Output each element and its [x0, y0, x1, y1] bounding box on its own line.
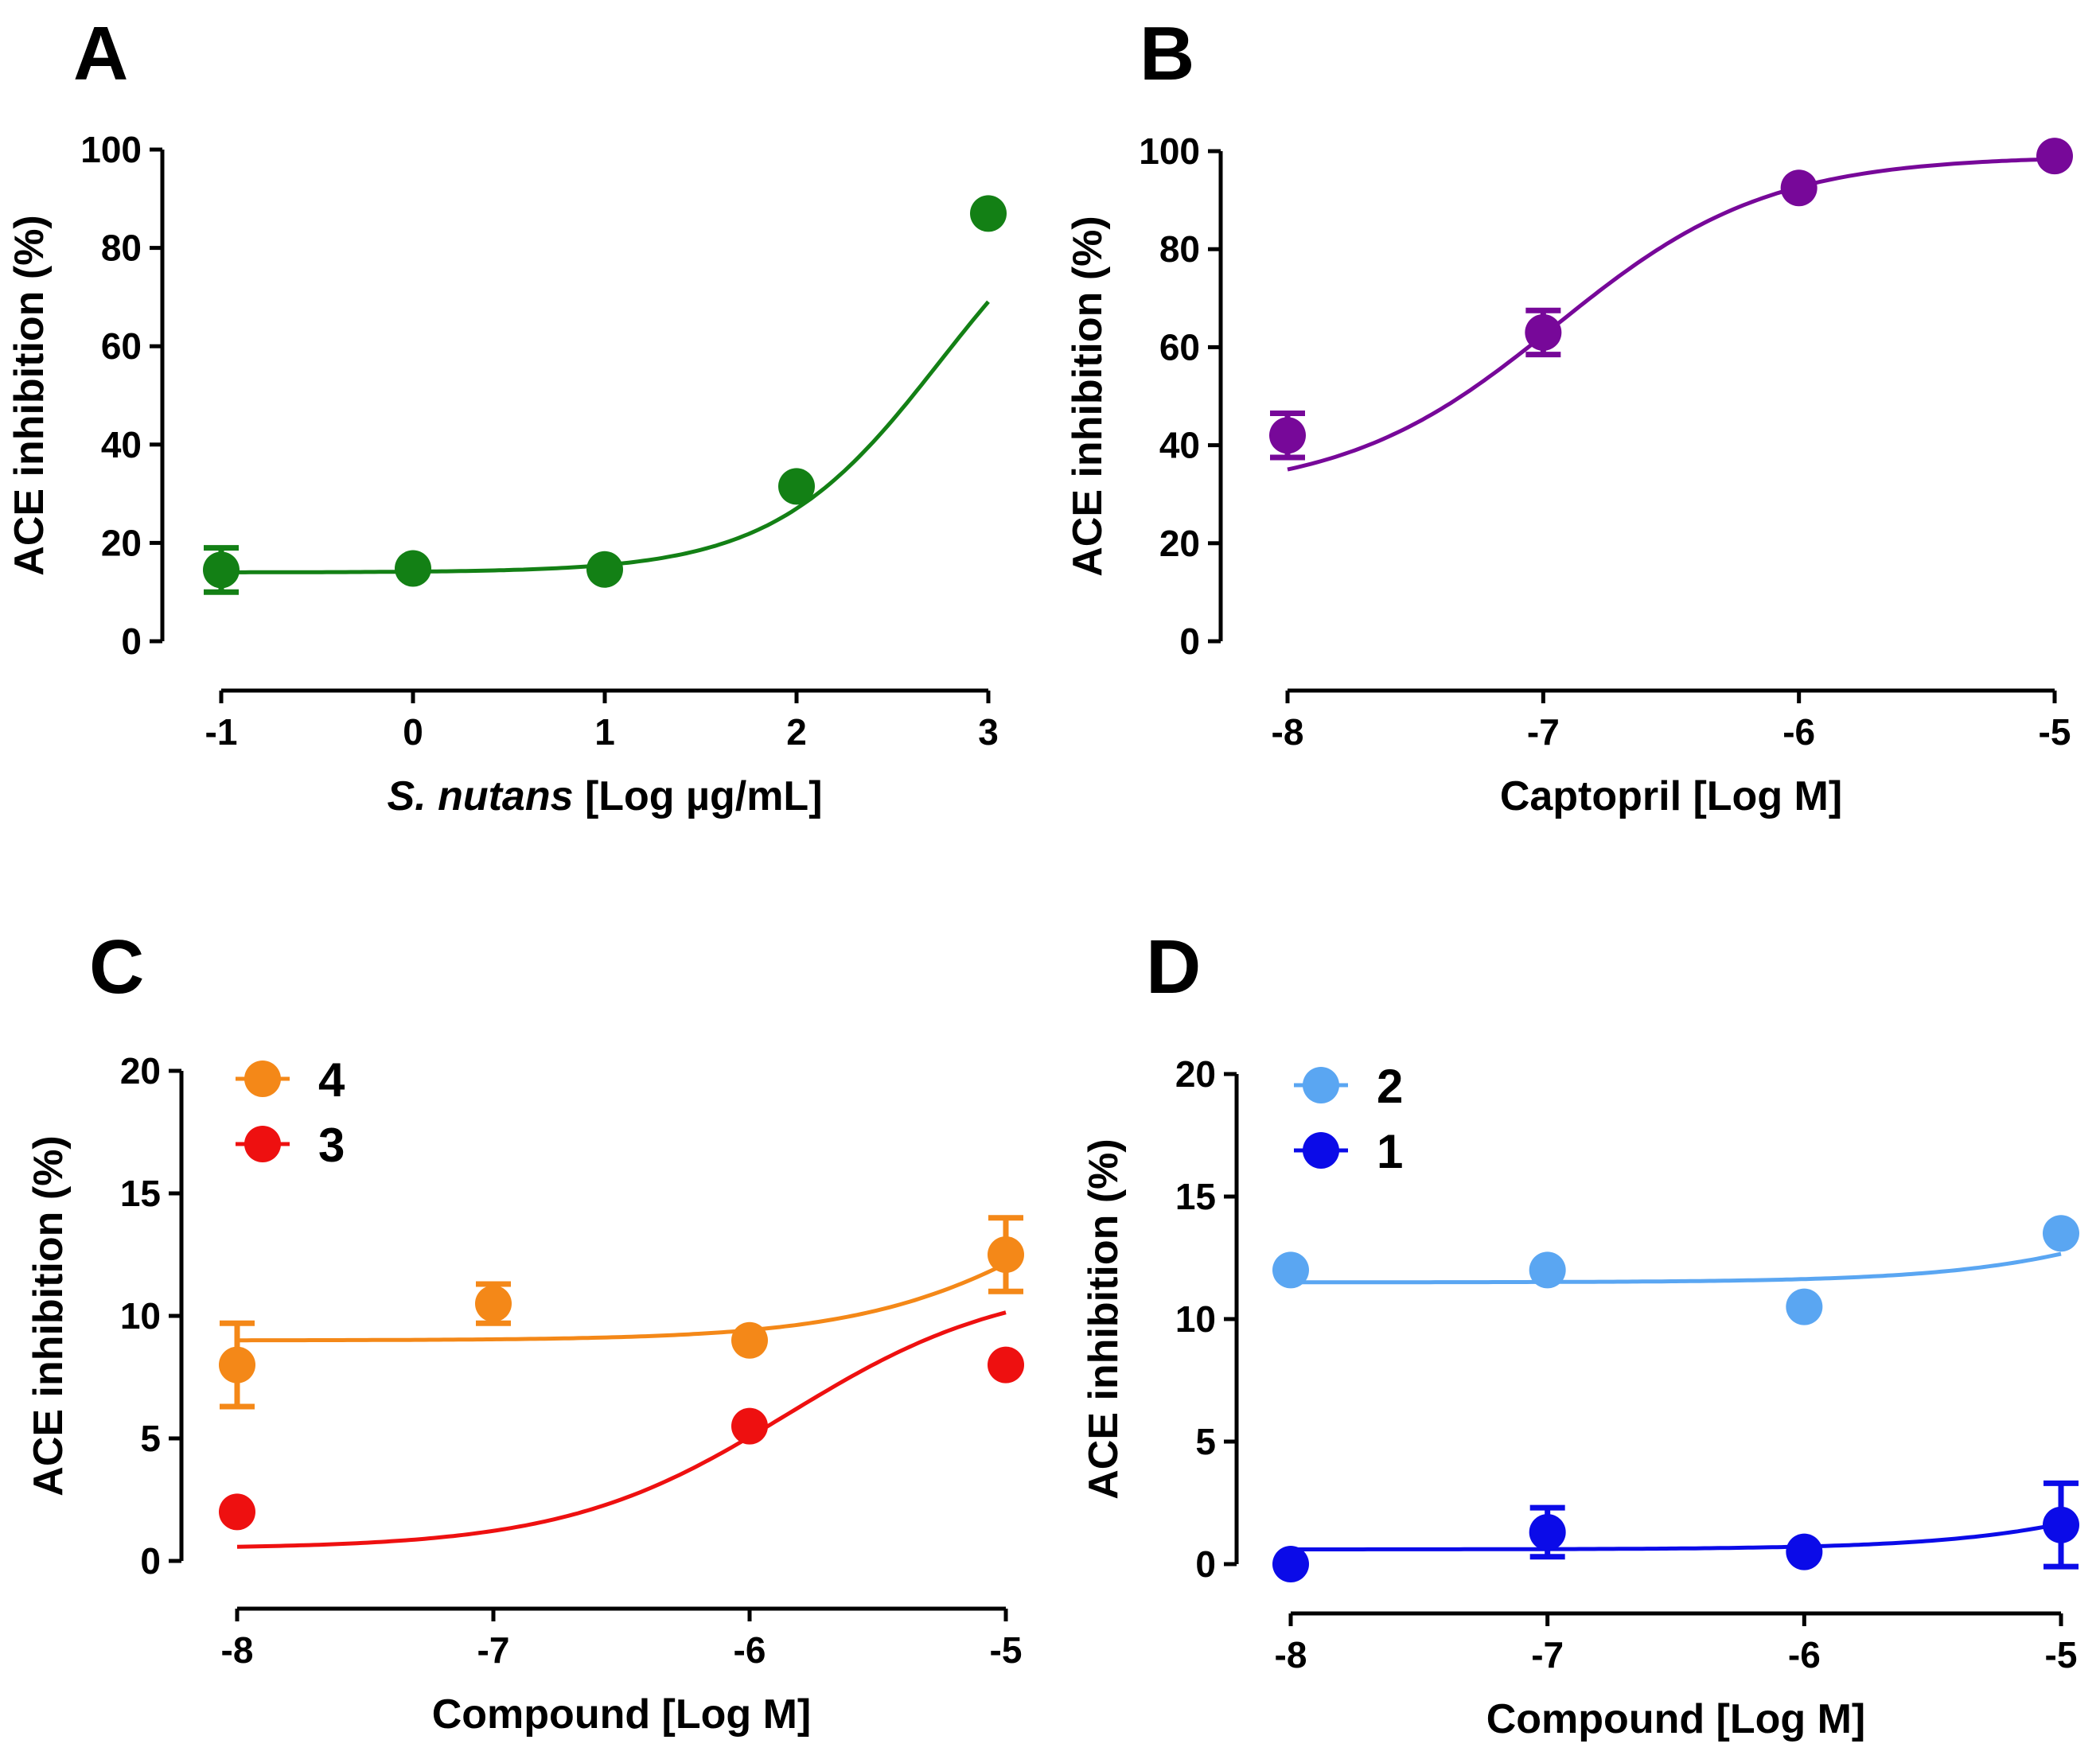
panel-b-y-tick-label: 20: [1159, 523, 1200, 564]
panel-letter-c: C: [89, 924, 144, 1010]
panel-c-data-point: [988, 1346, 1024, 1384]
panel-a-x-tick-label: 2: [786, 711, 807, 753]
panel-d-data-point: [1529, 1513, 1566, 1551]
panel-a-data-point: [203, 551, 240, 589]
panel-d-legend-label: 1: [1377, 1125, 1403, 1178]
panel-d-x-tick-label: -8: [1275, 1634, 1307, 1675]
panel-d-fit-curve-2: [1291, 1251, 2062, 1285]
panel-c-y-tick-label: 15: [120, 1173, 161, 1214]
panel-d-y-tick-label: 0: [1195, 1543, 1216, 1585]
panel-b-y-tick-label: 100: [1139, 130, 1200, 172]
panel-b-x-tick-label: -8: [1272, 711, 1304, 753]
panel-b-data-point: [1780, 169, 1818, 207]
panel-a-y-tick-label: 20: [101, 522, 142, 563]
panel-b-y-tick-label: 40: [1159, 425, 1200, 466]
chart-panel-b: 0 20 40 60 80 100 -8 -7 -6 -5 Captopril [Log M] ACE…: [1065, 130, 2073, 819]
panel-c-x-axis-title: Compound [Log M]: [432, 1691, 812, 1738]
panel-a-x-tick-label: 0: [403, 711, 423, 753]
panel-b-data-point: [2036, 138, 2073, 175]
panel-c-x-tick-label: -6: [734, 1629, 766, 1671]
panel-letter-a: A: [73, 11, 128, 96]
panel-d-x-axis-title: Compound [Log M]: [1486, 1696, 1866, 1742]
panel-b-y-tick-label: 80: [1159, 228, 1200, 270]
panel-c-data-point: [219, 1493, 255, 1531]
panel-a-x-tick-label: 3: [978, 711, 999, 753]
panel-a-data-point: [778, 468, 815, 505]
panel-a-y-axis-title: ACE inhibition (%): [6, 215, 53, 575]
panel-d-fit-curve-1: [1291, 1521, 2062, 1551]
panel-b-x-tick-label: -6: [1782, 711, 1815, 753]
panel-c-data-point: [219, 1346, 255, 1384]
panel-c-legend-marker: [244, 1126, 281, 1162]
panel-c-legend-marker: [244, 1061, 281, 1097]
panel-b-x-axis-title: Captopril [Log M]: [1500, 773, 1842, 819]
panel-a-x-axis-title: S. nutans [Log µg/mL]: [387, 773, 822, 819]
panel-c-data-point: [731, 1321, 768, 1359]
panel-d-data-point: [1786, 1533, 1823, 1570]
panel-c-y-tick-label: 0: [140, 1540, 161, 1582]
panel-d-data-point: [1529, 1251, 1566, 1289]
panel-c-x-tick-label: -8: [221, 1629, 254, 1671]
panel-d-x-tick-label: -5: [2045, 1634, 2078, 1675]
panel-a-data-point: [970, 195, 1007, 232]
panel-a-fit-curve-s-nutans: [221, 300, 990, 574]
panel-d-y-axis-title: ACE inhibition (%): [1081, 1138, 1127, 1499]
chart-panel-a: 0 20 40 60 80 100 -1 0 1 2 3 S. nutans [Log µg/mL] A…: [6, 129, 1007, 819]
panel-d-y-tick-label: 10: [1175, 1298, 1216, 1340]
panel-a-y-tick-label: 0: [121, 621, 142, 662]
panel-d-data-point: [2043, 1215, 2079, 1252]
panel-b-fit-curve-captopril: [1287, 157, 2055, 472]
panel-c-data-point: [988, 1236, 1024, 1273]
panel-d-data-point: [1786, 1288, 1823, 1325]
panel-a-y-tick-label: 40: [101, 424, 142, 465]
panel-d-y-tick-label: 5: [1195, 1421, 1216, 1462]
panel-b-y-tick-label: 0: [1179, 621, 1200, 662]
panel-b-y-tick-label: 60: [1159, 326, 1200, 368]
panel-c-y-axis-title: ACE inhibition (%): [25, 1135, 72, 1496]
panel-a-x-tick-label: 1: [594, 711, 615, 753]
panel-a-y-tick-label: 60: [101, 325, 142, 367]
panel-d-x-tick-label: -7: [1531, 1634, 1564, 1675]
panel-c-x-tick-label: -7: [477, 1629, 510, 1671]
panel-c-y-tick-label: 10: [120, 1295, 161, 1337]
panel-c-fit-curve-4: [237, 1262, 1007, 1343]
panel-c-fit-curve-3: [236, 1310, 1007, 1549]
panel-c-y-tick-label: 5: [140, 1418, 161, 1459]
panel-a-y-tick-label: 80: [101, 228, 142, 269]
panel-b-data-point: [1269, 417, 1306, 454]
panel-b-data-point: [1525, 313, 1562, 351]
panel-letter-b: B: [1140, 11, 1194, 96]
panel-d-legend-label: 2: [1377, 1060, 1403, 1113]
panel-a-data-point: [586, 551, 623, 588]
panel-a-y-tick-label: 100: [80, 129, 142, 170]
panel-d-x-tick-label: -6: [1788, 1634, 1821, 1675]
panel-d-legend-marker: [1303, 1067, 1339, 1103]
panel-a-x-tick-label: -1: [205, 711, 238, 753]
panel-c-data-point: [475, 1285, 512, 1322]
panel-d-data-point: [1272, 1546, 1309, 1582]
panel-d-legend-marker: [1303, 1132, 1339, 1169]
chart-panel-c: 0 5 10 15 20 -8 -7 -6 -5 Compound [Log M] ACE inhi…: [25, 1050, 1024, 1738]
panel-d-y-tick-label: 20: [1175, 1053, 1216, 1095]
panel-b-y-axis-title: ACE inhibition (%): [1065, 216, 1111, 576]
panel-d-data-point: [2043, 1506, 2079, 1543]
panel-c-y-tick-label: 20: [120, 1050, 161, 1092]
panel-c-data-point: [731, 1407, 768, 1445]
panel-c-legend-label: 3: [318, 1119, 345, 1172]
chart-panel-d: 0 5 10 15 20 -8 -7 -6 -5 Compound [Log M] ACE inhi…: [1081, 1053, 2079, 1742]
panel-a-data-point: [395, 550, 431, 587]
panel-c-x-tick-label: -5: [990, 1629, 1023, 1671]
panel-b-x-tick-label: -5: [2039, 711, 2071, 753]
panel-c-legend-label: 4: [318, 1053, 345, 1107]
panel-d-data-point: [1272, 1251, 1309, 1289]
panel-b-x-tick-label: -7: [1527, 711, 1560, 753]
panel-d-y-tick-label: 15: [1175, 1176, 1216, 1217]
panel-letter-d: D: [1146, 924, 1201, 1010]
